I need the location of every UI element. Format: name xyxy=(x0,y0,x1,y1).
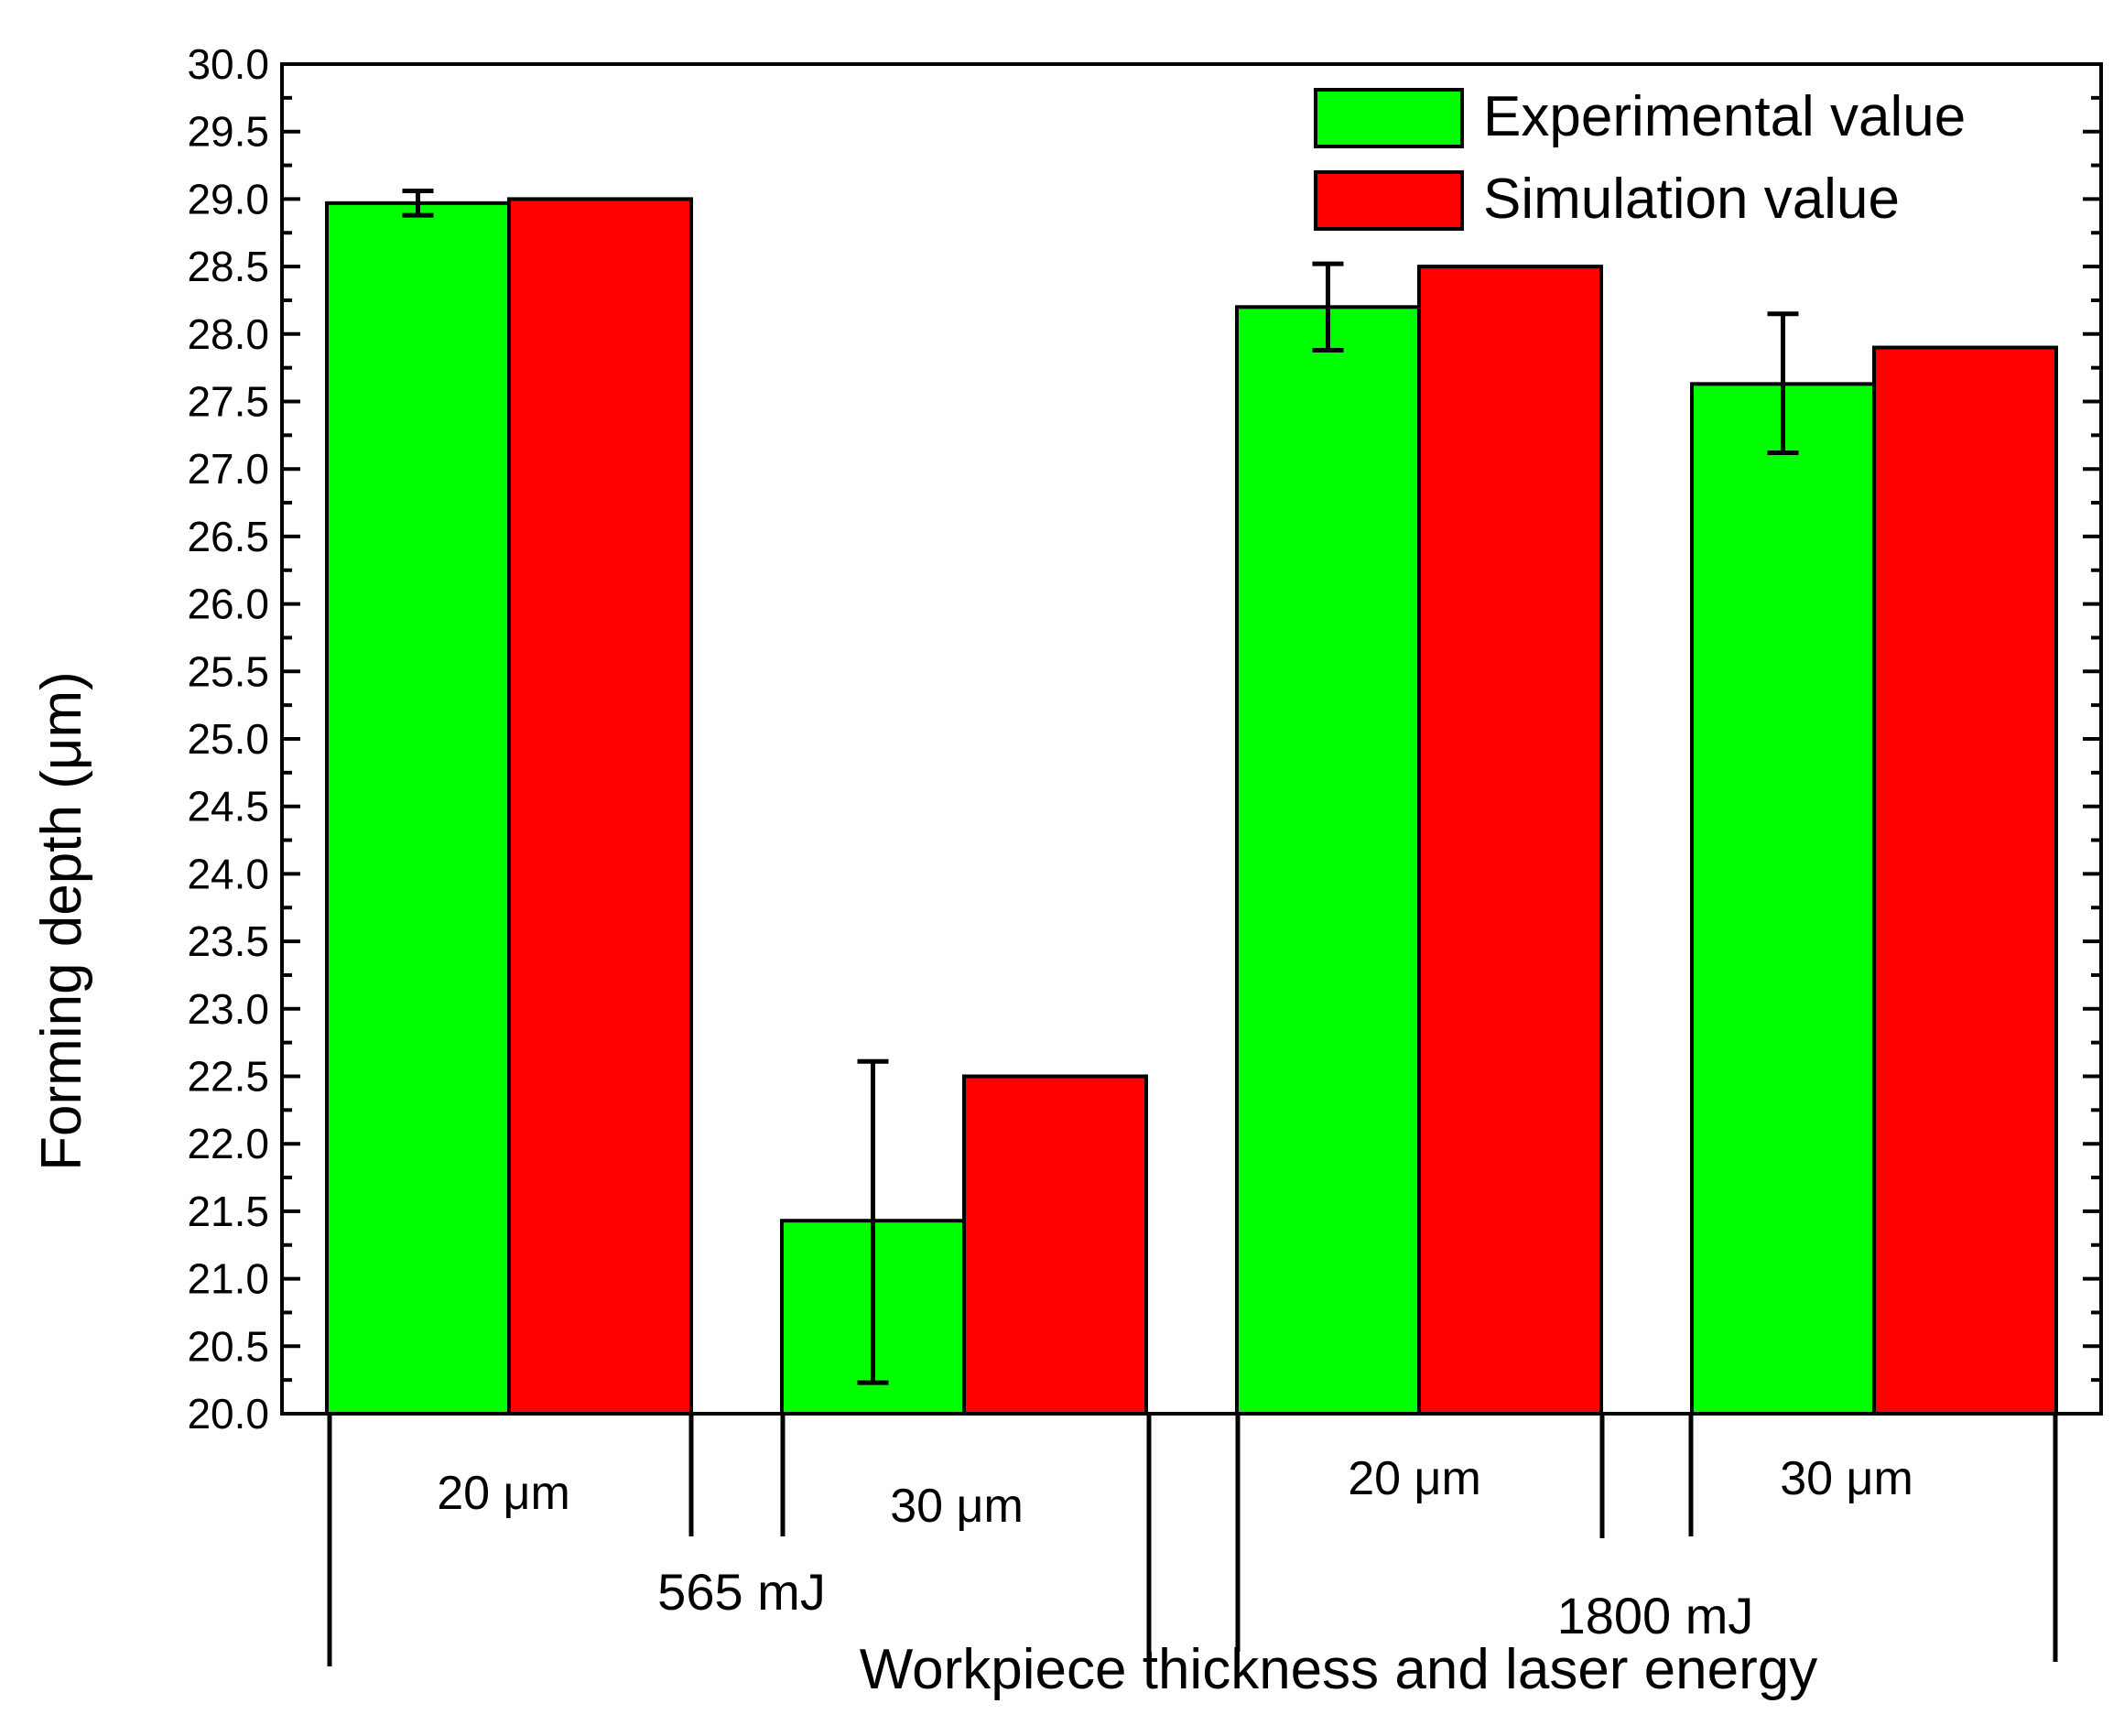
x-group-label-1: 1800 mJ xyxy=(1557,1587,1754,1644)
legend-label-0: Experimental value xyxy=(1483,85,1966,148)
bar-simulation-2 xyxy=(1417,265,1603,1416)
bar-simulation-1 xyxy=(962,1074,1148,1416)
y-tick-label: 29.0 xyxy=(187,175,269,222)
legend-swatch-0 xyxy=(1314,88,1464,148)
y-tick-label: 29.5 xyxy=(187,108,269,156)
bar-simulation-0 xyxy=(507,197,693,1416)
x-axis-label: Workpiece thickness and laser energy xyxy=(860,1638,1818,1701)
y-tick-label: 22.0 xyxy=(187,1120,269,1167)
y-tick-label: 25.0 xyxy=(187,715,269,763)
bar-experimental-2 xyxy=(1235,305,1421,1416)
bar-experimental-3 xyxy=(1690,382,1876,1416)
y-tick-label: 24.5 xyxy=(187,783,269,830)
y-axis-label: Forming depth (μm) xyxy=(30,671,93,1171)
y-tick-label: 20.5 xyxy=(187,1322,269,1370)
y-tick-label: 23.0 xyxy=(187,985,269,1033)
y-tick-label: 26.0 xyxy=(187,580,269,628)
y-tick-label: 20.0 xyxy=(187,1390,269,1438)
error-bars-layer xyxy=(402,189,1799,1385)
bar-simulation-3 xyxy=(1872,345,2058,1416)
y-tick-label: 21.5 xyxy=(187,1188,269,1235)
y-tick-label: 23.5 xyxy=(187,917,269,965)
legend-swatch-1 xyxy=(1314,170,1464,231)
bars-layer xyxy=(325,197,2058,1416)
x-category-label-3: 30 μm xyxy=(1780,1452,1913,1505)
x-group-label-0: 565 mJ xyxy=(657,1563,826,1621)
x-category-layer: 20 μm 30 μm 20 μm 30 μm 565 mJ 1800 mJ xyxy=(327,1414,2058,1668)
x-category-label-0: 20 μm xyxy=(437,1467,570,1520)
legend-label-1: Simulation value xyxy=(1483,168,1900,231)
x-category-label-2: 20 μm xyxy=(1348,1452,1481,1505)
legend: Experimental value Simulation value xyxy=(1314,85,1966,231)
y-tick-label: 25.5 xyxy=(187,647,269,695)
y-tick-label: 28.0 xyxy=(187,310,269,358)
y-tick-label: 30.0 xyxy=(187,40,269,88)
y-tick-label: 26.5 xyxy=(187,513,269,560)
bar-experimental-0 xyxy=(325,201,511,1416)
y-tick-label: 28.5 xyxy=(187,243,269,290)
y-tick-label: 21.0 xyxy=(187,1255,269,1303)
y-tick-label: 27.5 xyxy=(187,378,269,426)
y-tick-label: 22.5 xyxy=(187,1053,269,1101)
x-category-label-1: 30 μm xyxy=(890,1480,1024,1533)
y-tick-label: 27.0 xyxy=(187,445,269,493)
y-tick-label: 24.0 xyxy=(187,850,269,897)
y-ticks-layer: 20.0 20.5 21.0 21.5 22.0 22.5 23.0 23.5 24.0 24.5… xyxy=(187,40,2101,1438)
